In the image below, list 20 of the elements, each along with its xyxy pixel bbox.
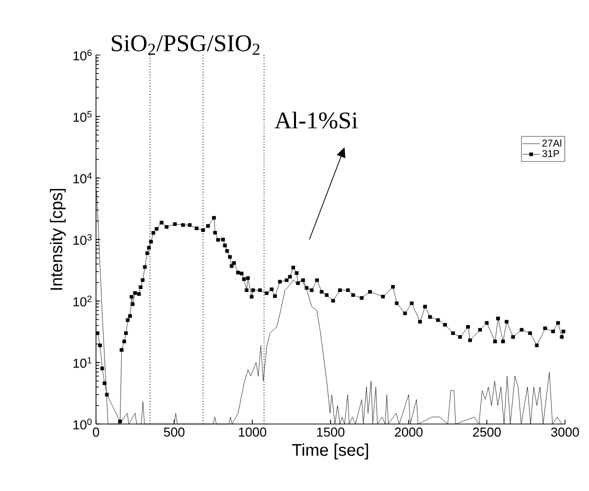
legend-label: 31P — [542, 150, 560, 158]
annotation: Al-1%Si — [274, 112, 358, 129]
text: SiO$_{2}$/PSG/SIO$_{2}$ — [112, 35, 260, 55]
x-tick-label: 3000 — [551, 428, 579, 437]
y-tick-label: 10$^{4}$ — [74, 172, 92, 184]
y-tick-label: 10$^{5}$ — [74, 111, 92, 122]
x-tick-label: 2000 — [394, 428, 423, 437]
y-tick-label: 10$^{1}$ — [74, 357, 92, 368]
y-axis-title: Intensity [cps] — [50, 188, 66, 290]
x-axis-title: Time [sec] — [292, 444, 368, 460]
x-tick-label: 1500 — [317, 428, 344, 437]
y-tick-label: 10$^{0}$ — [74, 418, 92, 430]
y-tick-label: 10$^{3}$ — [74, 234, 92, 245]
x-tick-label: 1000 — [238, 428, 266, 437]
y-tick-label: 10$^{6}$ — [74, 50, 92, 60]
x-tick-label: 0 — [92, 428, 100, 437]
legend-label: 27Al — [542, 139, 562, 147]
x-tick-label: 500 — [164, 428, 184, 437]
x-tick-label: 2500 — [473, 428, 501, 437]
y-tick-label: 10$^{2}$ — [74, 296, 92, 306]
